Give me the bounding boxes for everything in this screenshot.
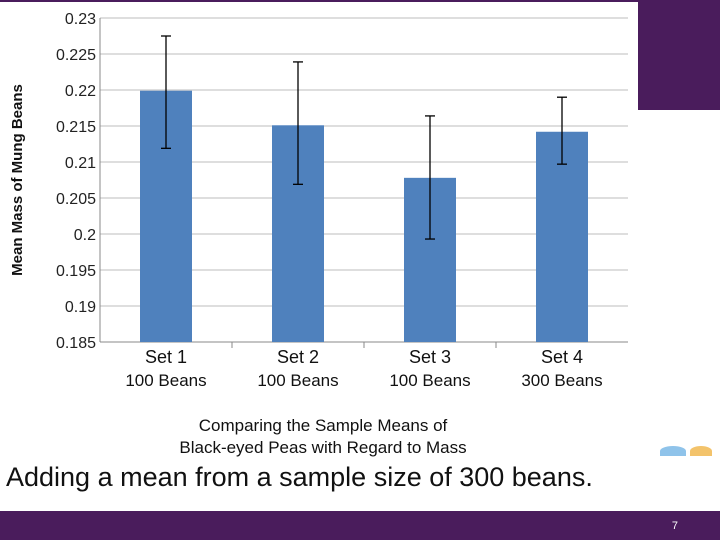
y-tick-label: 0.215	[56, 119, 96, 136]
y-tick-label: 0.23	[65, 11, 96, 28]
chart-title-line-1: Comparing the Sample Means of	[199, 416, 448, 435]
bar-chart: 0.185 0.19 0.195 0.2 0.205 0.21 0.215 0.22 0.225…	[9, 11, 628, 457]
y-tick-label: 0.21	[65, 155, 96, 172]
x-tick-label-set: Set 1	[145, 347, 187, 367]
x-tick-labels: Set 1 100 Beans Set 2 100 Beans Set 3 100 Bea…	[125, 347, 602, 390]
decorative-shape-blue	[660, 446, 686, 456]
decorative-shape-orange	[690, 446, 712, 456]
y-tick-label: 0.22	[65, 83, 96, 100]
y-axis-label: Mean Mass of Mung Beans	[9, 84, 26, 276]
x-tick-label-set: Set 4	[541, 347, 583, 367]
slide-caption: Adding a mean from a sample size of 300 …	[6, 462, 593, 492]
error-bars	[161, 35, 567, 240]
footer-bar: 7	[0, 511, 720, 540]
x-tick-label-size: 100 Beans	[389, 371, 470, 390]
error-bar	[425, 115, 435, 240]
x-tick-label-size: 100 Beans	[257, 371, 338, 390]
error-bar	[293, 61, 303, 185]
bar	[536, 131, 588, 342]
y-tick-labels: 0.185 0.19 0.195 0.2 0.205 0.21 0.215 0.22 0.225…	[56, 11, 96, 352]
x-tick-label-size: 100 Beans	[125, 371, 206, 390]
error-bar	[557, 96, 567, 165]
x-tick-label-set: Set 3	[409, 347, 451, 367]
y-tick-label: 0.205	[56, 191, 96, 208]
x-tick-label-size: 300 Beans	[521, 371, 602, 390]
error-bar	[161, 35, 171, 149]
y-tick-label: 0.185	[56, 335, 96, 352]
y-tick-label: 0.19	[65, 299, 96, 316]
chart-title-line-2: Black-eyed Peas with Regard to Mass	[179, 438, 466, 457]
y-tick-label: 0.195	[56, 263, 96, 280]
y-tick-label: 0.225	[56, 47, 96, 64]
top-border-strip	[0, 0, 720, 2]
y-tick-label: 0.2	[74, 227, 96, 244]
page-number: 7	[671, 520, 678, 532]
corner-accent-block	[638, 0, 720, 110]
x-tick-label-set: Set 2	[277, 347, 319, 367]
bars	[140, 90, 588, 342]
